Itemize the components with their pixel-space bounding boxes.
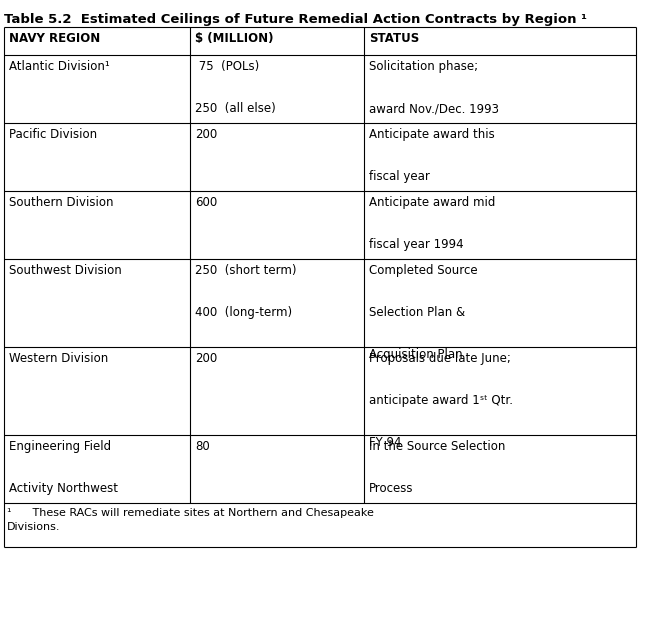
Text: 600: 600 <box>196 196 218 209</box>
Text: Solicitation phase;

award Nov./Dec. 1993: Solicitation phase; award Nov./Dec. 1993 <box>369 60 499 115</box>
Text: Engineering Field

Activity Northwest: Engineering Field Activity Northwest <box>9 440 118 495</box>
Text: STATUS: STATUS <box>369 32 419 45</box>
Text: 200: 200 <box>196 128 218 141</box>
Text: $ (MILLION): $ (MILLION) <box>196 32 274 45</box>
Text: Western Division: Western Division <box>9 352 108 365</box>
Text: 75  (POLs)

250  (all else): 75 (POLs) 250 (all else) <box>196 60 276 115</box>
Text: 80: 80 <box>196 440 210 453</box>
Text: Completed Source

Selection Plan &

Acquisition Plan: Completed Source Selection Plan & Acquis… <box>369 264 478 361</box>
Text: Divisions.: Divisions. <box>7 522 60 532</box>
Text: Pacific Division: Pacific Division <box>9 128 97 141</box>
Text: Southern Division: Southern Division <box>9 196 113 209</box>
Text: Southwest Division: Southwest Division <box>9 264 122 277</box>
Text: Atlantic Division¹: Atlantic Division¹ <box>9 60 110 73</box>
Text: 200: 200 <box>196 352 218 365</box>
Text: NAVY REGION: NAVY REGION <box>9 32 100 45</box>
Text: In the Source Selection

Process: In the Source Selection Process <box>369 440 505 495</box>
Text: ¹      These RACs will remediate sites at Northern and Chesapeake: ¹ These RACs will remediate sites at Nor… <box>7 508 374 518</box>
Text: 250  (short term)

400  (long-term): 250 (short term) 400 (long-term) <box>196 264 297 319</box>
Text: Table 5.2  Estimated Ceilings of Future Remedial Action Contracts by Region ¹: Table 5.2 Estimated Ceilings of Future R… <box>4 13 587 26</box>
Text: Proposals due late June;

anticipate award 1ˢᵗ Qtr.

FY 94: Proposals due late June; anticipate awar… <box>369 352 513 449</box>
Text: Anticipate award this

fiscal year: Anticipate award this fiscal year <box>369 128 495 183</box>
Text: Anticipate award mid

fiscal year 1994: Anticipate award mid fiscal year 1994 <box>369 196 496 251</box>
